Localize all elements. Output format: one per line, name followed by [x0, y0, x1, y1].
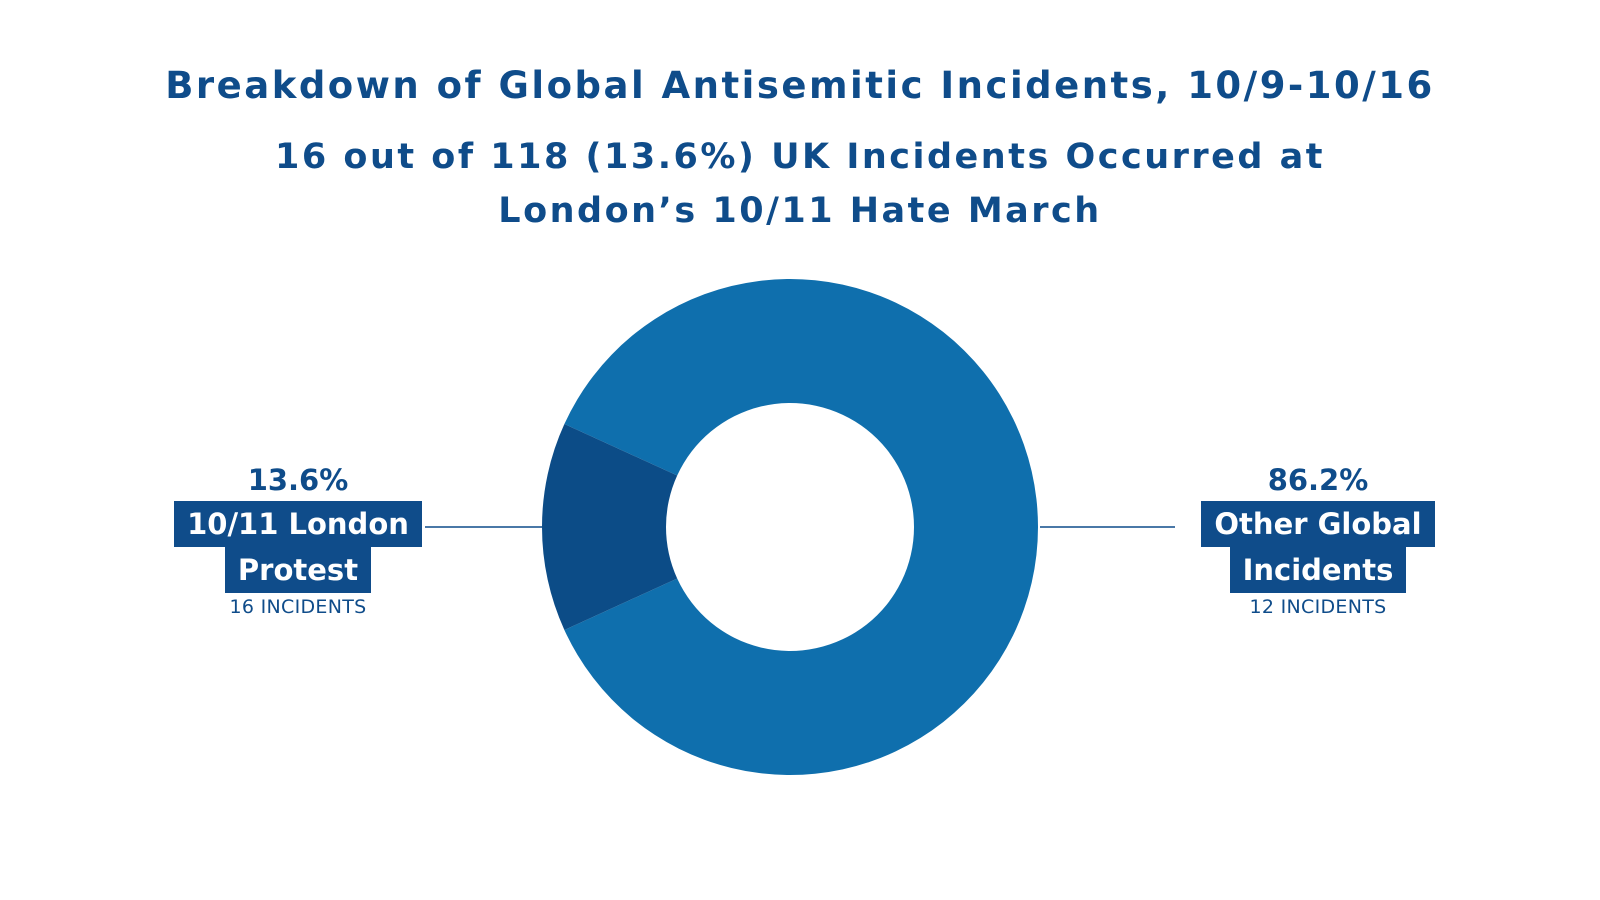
callout-london: 13.6% 10/11 London Protest 16 INCIDENTS — [148, 463, 448, 620]
subtitle-line-2: London’s 10/11 Hate March — [498, 191, 1102, 231]
london-label-line-2: Protest — [224, 547, 372, 593]
london-count-label: 16 INCIDENTS — [229, 596, 367, 618]
slice-london-protest — [542, 424, 678, 630]
chart-subtitle: 16 out of 118 (13.6%) UK Incidents Occur… — [0, 130, 1600, 238]
other-percent-label: 86.2% — [1267, 463, 1369, 497]
other-label-line-1: Other Global — [1201, 501, 1435, 547]
london-label-line-1: 10/11 London — [174, 501, 422, 547]
other-label-line-2: Incidents — [1229, 547, 1407, 593]
other-label-box: Other Global Incidents — [1201, 501, 1435, 593]
london-percent-label: 13.6% — [247, 463, 349, 497]
chart-title: Breakdown of Global Antisemitic Incident… — [165, 64, 1435, 107]
other-count-label: 12 INCIDENTS — [1249, 596, 1387, 618]
callout-other: 86.2% Other Global Incidents 12 INCIDENT… — [1168, 463, 1468, 620]
london-label-box: 10/11 London Protest — [174, 501, 422, 593]
slice-other-global-incidents — [564, 279, 1038, 775]
subtitle-line-1: 16 out of 118 (13.6%) UK Incidents Occur… — [275, 137, 1325, 177]
